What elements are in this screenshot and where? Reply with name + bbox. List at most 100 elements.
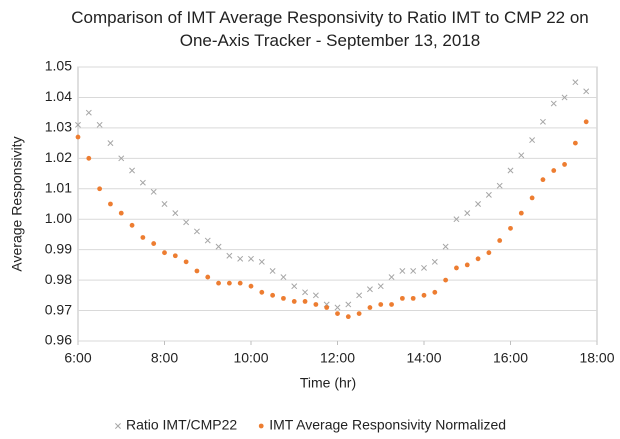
x-marker [280,274,287,281]
x-marker [258,258,265,265]
legend-label: IMT Average Responsivity Normalized [269,417,506,433]
point [583,119,589,125]
x-marker [550,100,557,107]
point [432,289,438,295]
y-tick-label: 0.98 [45,271,72,287]
x-marker [475,201,482,207]
x-marker [150,188,157,195]
point [162,250,167,256]
x-tick-label: 8:00 [151,350,178,366]
x-marker [421,264,427,271]
y-tick-label: 0.99 [45,240,72,256]
x-marker [291,283,298,290]
point [302,299,308,304]
point [258,423,264,429]
legend-label: Ratio IMT/CMP22 [126,417,237,433]
y-tick-label: 1.04 [45,88,72,104]
x-marker [204,237,211,244]
x-marker [431,258,438,265]
x-marker [96,121,103,128]
x-marker [334,304,341,311]
x-marker [129,167,136,174]
point [118,210,124,216]
point [378,302,384,307]
point [562,162,567,167]
x-marker [539,118,546,125]
point [205,274,211,280]
y-tick-label: 1.05 [45,58,72,74]
x-marker [518,152,525,159]
point [389,302,394,307]
x-marker [107,140,114,147]
x-marker [312,292,319,299]
point [216,280,221,286]
x-marker [561,94,568,101]
x-marker [302,289,309,296]
y-tick-label: 0.96 [45,332,72,348]
x-tick-label: 16:00 [493,350,528,366]
point [399,295,405,301]
x-marker [118,155,125,162]
x-marker [215,243,222,250]
point [108,201,113,207]
x-marker [183,219,190,226]
x-marker [464,210,471,217]
x-marker [356,292,363,299]
y-tick-label: 0.97 [45,301,72,317]
y-tick-label: 1.01 [45,179,72,195]
point [270,292,276,298]
point [464,262,470,268]
x-axis-label: Time (hr) [300,375,356,391]
y-tick-label: 1.02 [45,149,72,165]
point [324,305,330,310]
x-marker [226,252,233,259]
legend: Ratio IMT/CMP22 IMT Average Responsivity … [115,417,506,433]
x-marker [75,121,81,128]
point [529,195,535,201]
point [97,186,103,192]
x-tick-label: 10:00 [233,350,268,366]
point [475,256,481,262]
point [345,314,351,320]
x-tick-label: 6:00 [64,350,91,366]
point [486,250,492,256]
point [356,311,362,316]
point [194,268,200,274]
point [237,280,243,286]
x-marker [345,301,352,308]
x-marker [139,179,146,186]
point [335,311,340,316]
point [129,222,135,228]
point [248,283,254,289]
point [540,177,546,183]
point [508,225,513,231]
x-marker [529,137,536,144]
x-marker [507,167,514,174]
x-marker [366,286,373,293]
point [259,289,265,295]
x-marker [237,255,244,262]
x-marker [172,210,179,217]
x-marker [399,268,406,274]
x-marker [248,255,254,262]
point [313,302,319,307]
x-marker [485,191,492,198]
x-marker [115,423,121,429]
y-tick-label: 1.03 [45,119,72,135]
x-marker [85,109,92,116]
point [410,295,416,301]
x-marker [583,88,590,95]
y-tick-label: 1.00 [45,210,72,226]
point [572,140,578,146]
point [443,277,449,283]
point [421,292,427,298]
x-tick-label: 12:00 [320,350,355,366]
x-marker [193,228,200,235]
point [497,238,503,243]
point [151,241,157,246]
point [86,155,92,161]
x-tick-label: 14:00 [406,350,441,366]
point [183,259,189,265]
x-marker [410,268,417,274]
